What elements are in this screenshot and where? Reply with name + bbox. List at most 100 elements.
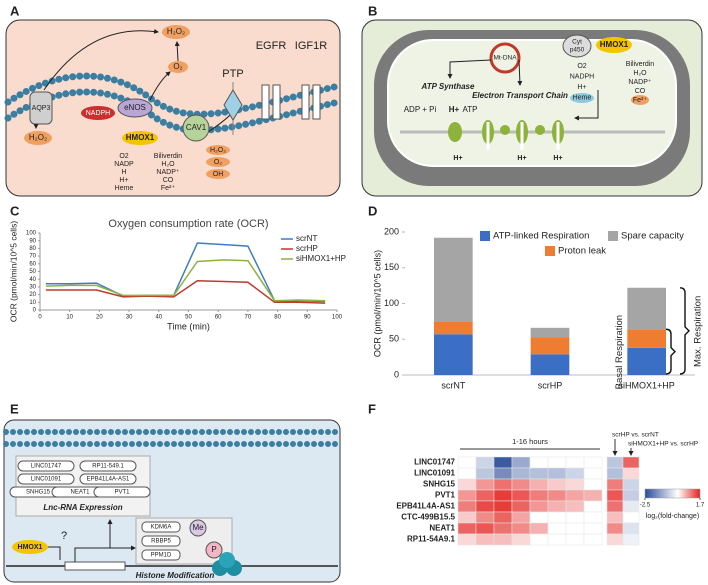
product: H₂O xyxy=(633,70,647,77)
modifier: KDM6A xyxy=(151,525,172,531)
label: Electron Transport Chain xyxy=(472,91,568,100)
substrate: H+ xyxy=(577,84,586,91)
heat-cell xyxy=(565,478,585,491)
heat-cell xyxy=(622,467,640,480)
heat-cell xyxy=(493,533,513,546)
modifier-pill xyxy=(141,549,181,561)
lncrna-pill xyxy=(79,473,137,485)
phosphate xyxy=(205,541,223,559)
heat-cell xyxy=(529,467,549,480)
lncrna: LINC01747 xyxy=(31,464,62,470)
bracket xyxy=(679,287,690,375)
heat-cell xyxy=(457,489,477,502)
heat-cell xyxy=(493,500,513,513)
heat-cell xyxy=(475,478,495,491)
label: Mt-DNA xyxy=(493,55,517,62)
modifier: PPM1D xyxy=(151,553,172,559)
annotation: Max. Respiration xyxy=(693,296,704,367)
heat-cell xyxy=(529,522,549,535)
enzyme xyxy=(122,131,158,145)
proton: H+ xyxy=(553,155,562,162)
complex xyxy=(448,122,462,142)
complex xyxy=(500,125,510,135)
colorbar-tick-label: 1.7 xyxy=(696,503,705,509)
bar-segment xyxy=(530,327,570,338)
methyl xyxy=(189,519,207,537)
colorbar-tick-label: -2.5 xyxy=(640,503,651,509)
y-tick-label: 50 xyxy=(389,334,399,344)
label: EGFR xyxy=(256,40,287,52)
molecule xyxy=(24,131,52,145)
molecule xyxy=(206,169,230,179)
product: Biliverdin xyxy=(626,61,655,68)
y-tick-label: 100 xyxy=(384,298,399,308)
heat-cell xyxy=(493,489,513,502)
heat-cell xyxy=(622,522,640,535)
empty-cell xyxy=(529,533,549,546)
group-label: 1-16 hours xyxy=(512,437,548,446)
modifier-pill xyxy=(141,535,181,547)
channel xyxy=(29,91,53,125)
heat-cell xyxy=(493,456,513,469)
lncrna-pill xyxy=(17,473,75,485)
y-axis-label: OCR (pmol/min/10^5 cells) xyxy=(372,250,382,357)
membrane xyxy=(4,72,342,118)
heat-cell xyxy=(493,511,513,524)
receptor xyxy=(261,84,270,120)
label: H₂O₂ xyxy=(29,133,47,142)
x-tick-label: scrHP xyxy=(538,380,563,390)
label: Me xyxy=(192,523,204,532)
heat-cell xyxy=(606,511,624,524)
modifier: RBBP5 xyxy=(151,539,171,545)
substrate: H+ xyxy=(119,177,128,184)
empty-cell xyxy=(565,511,585,524)
x-tick-label: 40 xyxy=(155,315,162,321)
y-axis-label: OCR (pmol/min/10^5 cells) xyxy=(8,221,18,322)
x-tick-label: 50 xyxy=(185,315,192,321)
heat-cell xyxy=(606,478,624,491)
gene xyxy=(64,561,126,571)
receptor xyxy=(312,84,321,120)
arrow xyxy=(149,71,171,101)
product: H₂O xyxy=(161,161,175,168)
panel-label: F xyxy=(368,401,376,416)
x-tick-label: 60 xyxy=(215,315,222,321)
y-tick-label: 90 xyxy=(29,238,36,244)
panel-label: C xyxy=(10,203,20,218)
heat-cell xyxy=(511,467,531,480)
lncrna-pill xyxy=(79,460,137,472)
heat-cell xyxy=(475,467,495,480)
substrate: H xyxy=(121,169,126,176)
row-label: EPB41L4A-AS1 xyxy=(396,502,455,511)
label: ? xyxy=(61,530,67,542)
empty-cell xyxy=(565,522,585,535)
lncrna-pill xyxy=(17,460,75,472)
lncrna: LINC01091 xyxy=(31,477,62,483)
bar-segment xyxy=(530,337,570,355)
row-label: CTC-499B15.5 xyxy=(401,513,455,522)
substrate: O2 xyxy=(577,63,586,70)
heat-cell xyxy=(547,467,567,480)
colorbar-label: log₂(fold-change) xyxy=(646,513,699,520)
heat-cell xyxy=(457,478,477,491)
empty-cell xyxy=(583,478,603,491)
series-line xyxy=(45,242,326,303)
heat-cell xyxy=(606,533,624,546)
row-label: SNHG15 xyxy=(423,480,456,489)
empty-cell xyxy=(547,456,567,469)
molecule xyxy=(162,25,190,39)
product: Fe²⁺ xyxy=(633,97,648,104)
membrane xyxy=(4,88,342,134)
x-tick-label: siHMOX1+HP xyxy=(619,380,675,390)
label: HMOX1 xyxy=(126,133,155,142)
proton: H+ xyxy=(453,155,462,162)
label: HMOX1 xyxy=(18,544,43,551)
label: IGF1R xyxy=(295,40,327,52)
y-tick-label: 150 xyxy=(384,262,399,272)
arrow xyxy=(45,546,61,560)
row-label: LINC01091 xyxy=(414,469,455,478)
y-tick-label: 100 xyxy=(26,231,37,237)
comparison-label: siHMOX1+HP vs. scrHP xyxy=(628,441,698,448)
label: H+ xyxy=(449,105,460,114)
